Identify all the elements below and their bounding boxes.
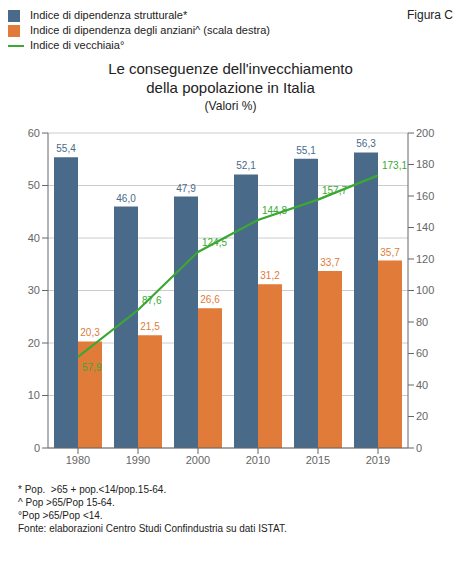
svg-text:55,1: 55,1 — [296, 145, 316, 156]
html-text:Figura C: Figura C — [407, 8, 453, 22]
svg-text:173,1: 173,1 — [382, 160, 407, 171]
svg-text:1980: 1980 — [66, 454, 90, 466]
svg-text:2019: 2019 — [366, 454, 390, 466]
svg-text:144,8: 144,8 — [262, 205, 287, 216]
svg-text:2000: 2000 — [186, 454, 210, 466]
svg-text:200: 200 — [416, 127, 434, 139]
svg-text:80: 80 — [416, 316, 428, 328]
svg-text:33,7: 33,7 — [320, 257, 340, 268]
svg-text:180: 180 — [416, 158, 434, 170]
svg-text:40: 40 — [28, 232, 40, 244]
html-text:°Pop >65/Pop <14.: °Pop >65/Pop <14. — [18, 510, 103, 521]
svg-text:157,7: 157,7 — [322, 185, 347, 196]
html-text:(Valori %): (Valori %) — [204, 99, 257, 113]
svg-text:50: 50 — [28, 179, 40, 191]
svg-text:87,6: 87,6 — [142, 295, 162, 306]
svg-text:21,5: 21,5 — [140, 321, 160, 332]
svg-text:30: 30 — [28, 284, 40, 296]
svg-text:52,1: 52,1 — [236, 160, 256, 171]
html-text:Indice di dipendenza struttura: Indice di dipendenza strutturale* — [30, 9, 188, 21]
svg-text:60: 60 — [416, 347, 428, 359]
html-text:^ Pop >65/Pop 15-64.: ^ Pop >65/Pop 15-64. — [18, 497, 115, 508]
svg-text:26,6: 26,6 — [200, 294, 220, 305]
svg-text:140: 140 — [416, 221, 434, 233]
html-text:* Pop. >65 + pop.<14/pop.15-64: * Pop. >65 + pop.<14/pop.15-64. — [18, 484, 167, 495]
svg-text:60: 60 — [28, 127, 40, 139]
svg-text:120: 120 — [416, 253, 434, 265]
svg-text:2010: 2010 — [246, 454, 270, 466]
svg-text:55,4: 55,4 — [56, 143, 76, 154]
svg-text:20: 20 — [416, 410, 428, 422]
svg-text:56,3: 56,3 — [356, 138, 376, 149]
svg-text:46,0: 46,0 — [116, 193, 136, 204]
html-text:Fonte: elaborazioni Centro Stu: Fonte: elaborazioni Centro Studi Confind… — [18, 523, 287, 534]
svg-text:100: 100 — [416, 284, 434, 296]
svg-text:10: 10 — [28, 389, 40, 401]
svg-text:1990: 1990 — [126, 454, 150, 466]
svg-text:40: 40 — [416, 379, 428, 391]
svg-text:31,2: 31,2 — [260, 270, 280, 281]
svg-text:20: 20 — [28, 337, 40, 349]
svg-text:2015: 2015 — [306, 454, 330, 466]
svg-text:124,5: 124,5 — [202, 237, 227, 248]
html-text:Indice di vecchiaia°: Indice di vecchiaia° — [30, 39, 125, 51]
html-text:Indice di dipendenza degli anz: Indice di dipendenza degli anziani^ (sca… — [30, 24, 270, 36]
svg-text:20,3: 20,3 — [80, 327, 100, 338]
svg-text:57,9: 57,9 — [82, 362, 102, 373]
svg-text:160: 160 — [416, 190, 434, 202]
svg-text:47,9: 47,9 — [176, 183, 196, 194]
svg-text:0: 0 — [416, 442, 422, 454]
svg-text:0: 0 — [34, 442, 40, 454]
html-text:Le conseguenze dell'invecchiam: Le conseguenze dell'invecchiamento della… — [108, 60, 353, 96]
svg-text:35,7: 35,7 — [380, 247, 400, 258]
